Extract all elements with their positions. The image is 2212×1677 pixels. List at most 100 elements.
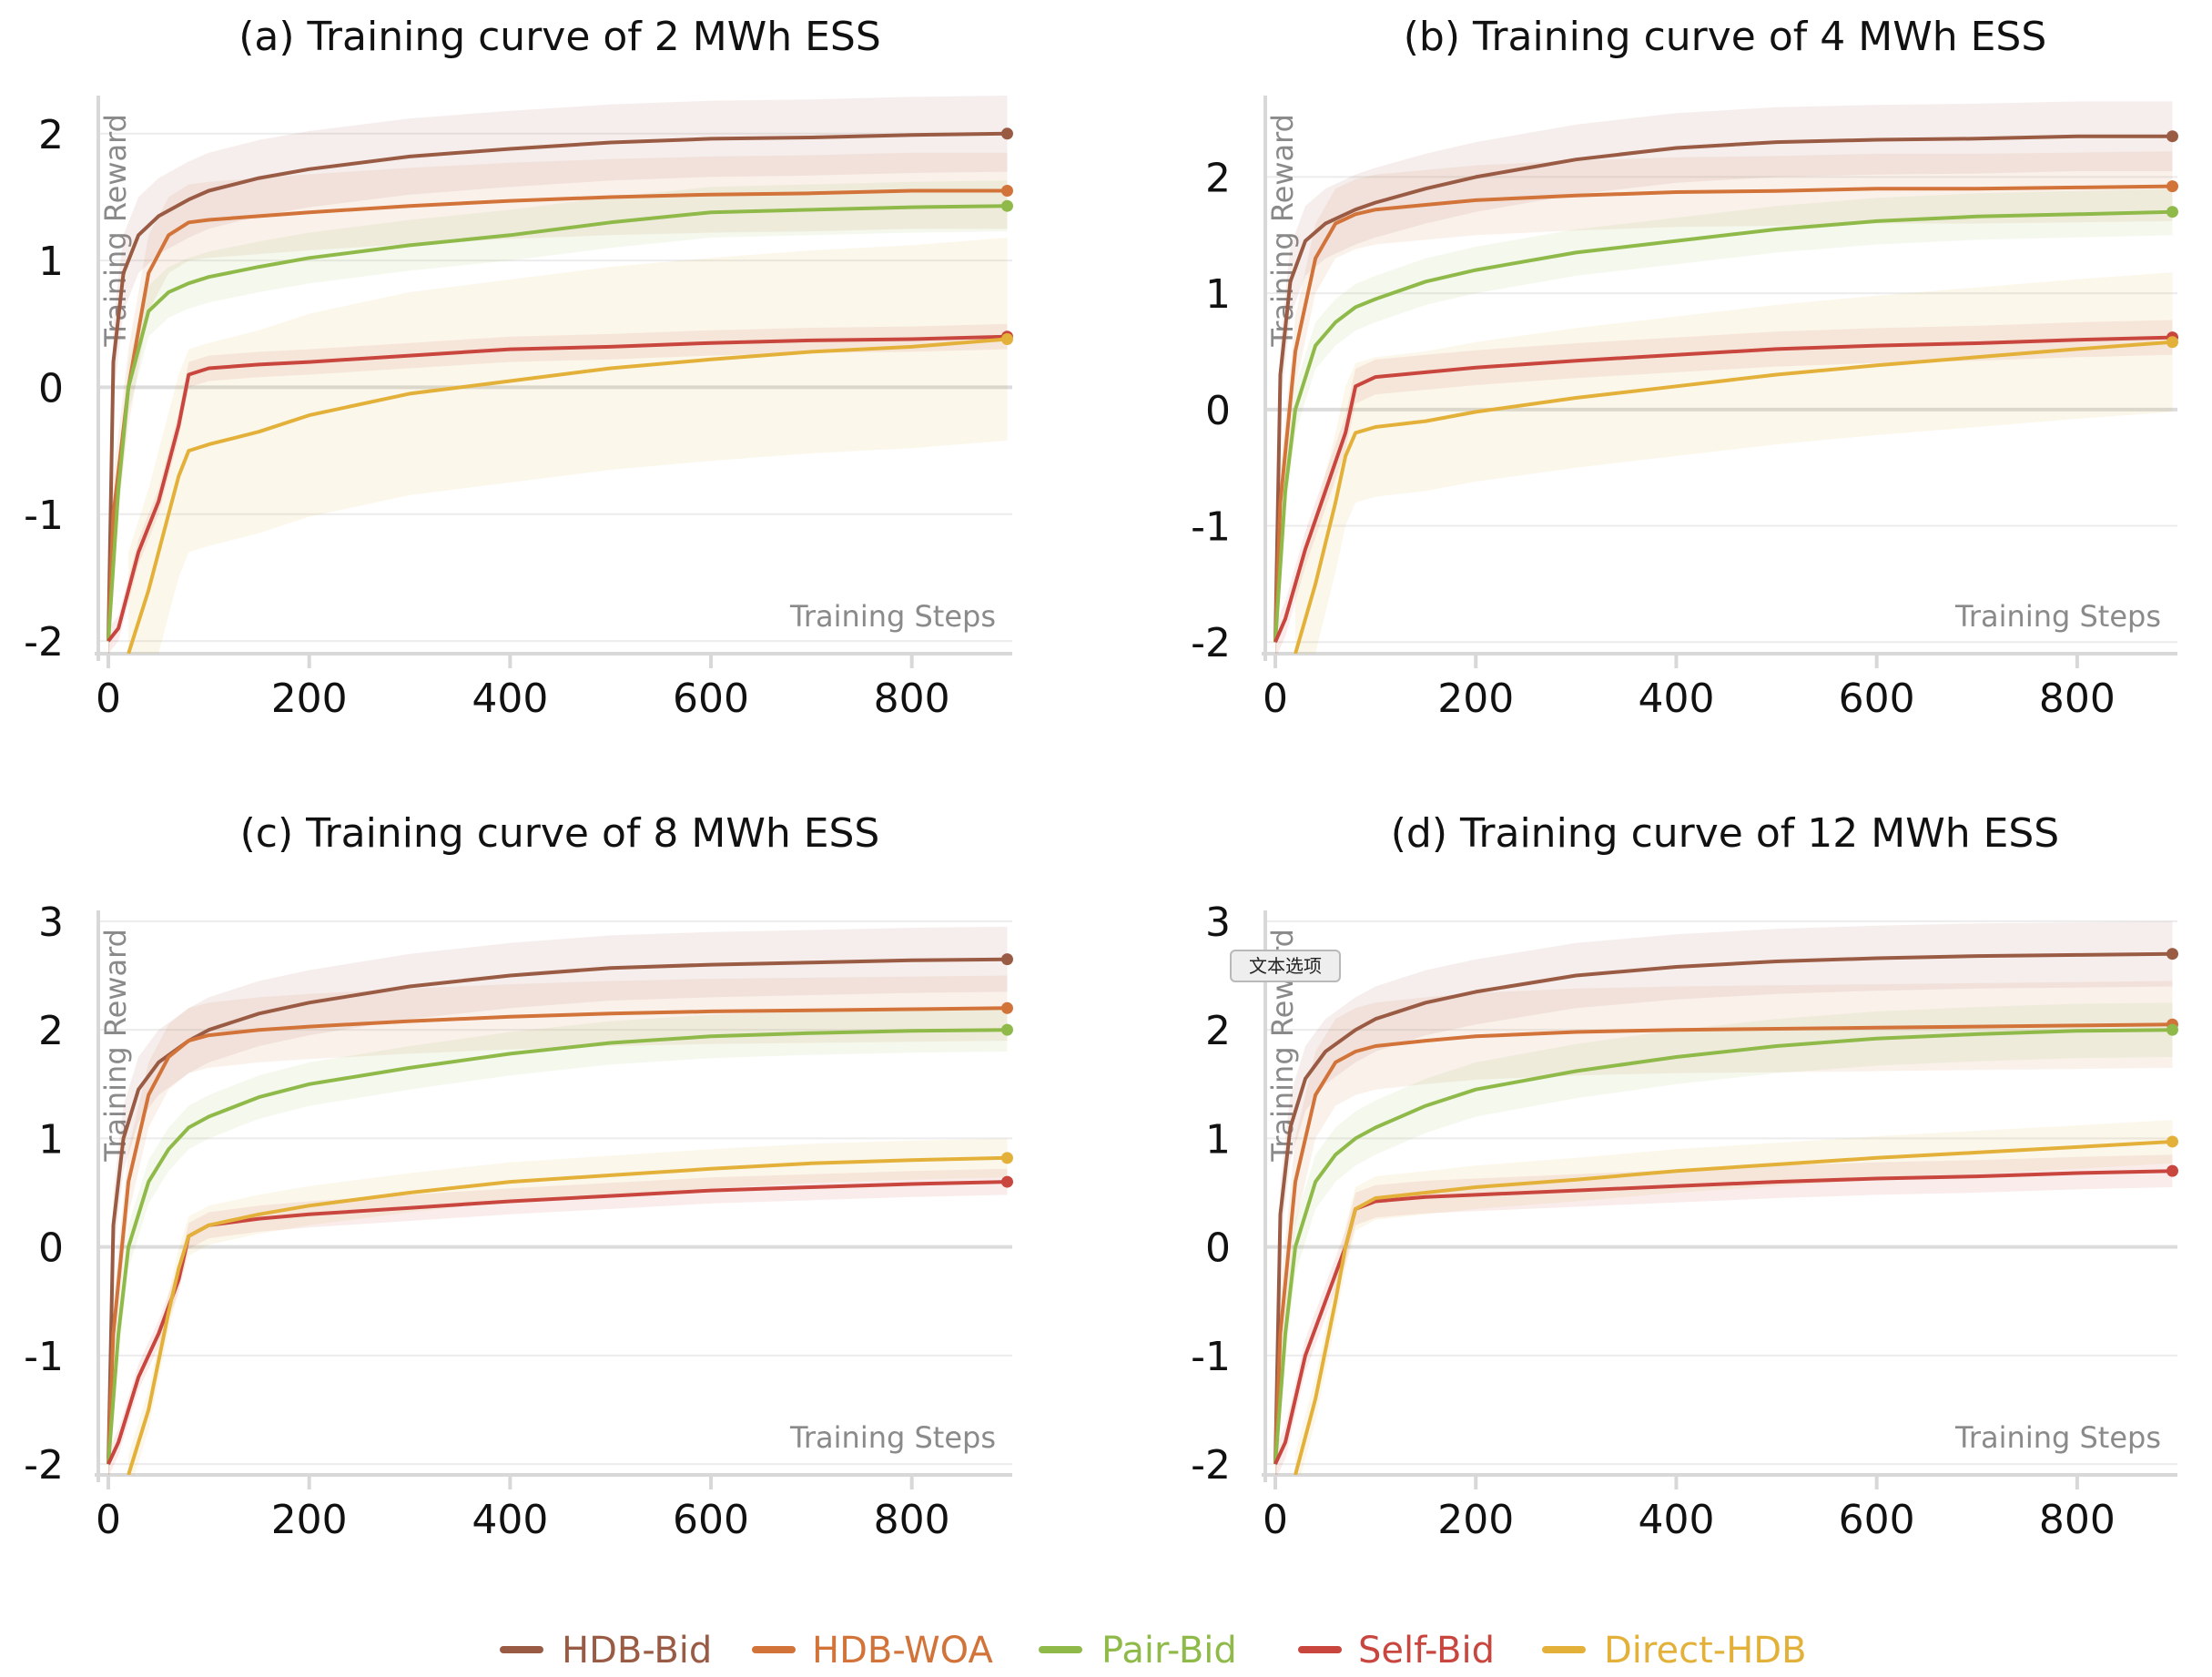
end-marker-hdb-bid	[1000, 953, 1013, 966]
y-tick-label: 2	[38, 1008, 64, 1054]
series-line-hdb-bid	[1273, 951, 2173, 1465]
x-tick-label: 200	[271, 676, 348, 722]
y-tick-label: -1	[1191, 1334, 1231, 1380]
series-line-direct-hdb	[127, 337, 1008, 654]
band-pair-bid	[1275, 188, 2173, 654]
x-axis-title: Training Steps	[1954, 1420, 2161, 1455]
panel-title: (b) Training curve of 4 MWh ESS	[1404, 14, 2047, 60]
legend: HDB-Bid HDB-WOA Pair-Bid Self-Bid Direct…	[500, 1630, 1807, 1672]
series-line-hdb-woa	[1273, 184, 2173, 643]
series-line-self-bid	[1273, 335, 2173, 643]
y-tick-label: 3	[1205, 899, 1231, 946]
panel-a-2mwh: (a) Training curve of 2 MWh ESS -2 -1 0 1 2 0 2…	[24, 14, 1013, 722]
series-line-hdb-bid	[107, 957, 1008, 1465]
y-tick-label: -2	[24, 619, 64, 666]
legend-item-hdb-woa[interactable]: HDB-WOA	[752, 1630, 993, 1672]
x-tick-label: 200	[271, 1497, 348, 1543]
legend-item-pair-bid[interactable]: Pair-Bid	[1039, 1630, 1237, 1672]
end-marker-hdb-woa	[1000, 1001, 1013, 1014]
y-tick-label: 0	[1205, 388, 1231, 434]
x-tick-label: 0	[96, 676, 121, 722]
x-tick-label: 800	[2039, 1497, 2116, 1543]
x-tick-label: 600	[673, 676, 749, 722]
series-line-pair-bid	[1273, 1028, 2173, 1465]
series-line-hdb-bid	[1273, 134, 2173, 643]
legend-item-hdb-bid[interactable]: HDB-Bid	[500, 1630, 712, 1672]
x-tick-label: 400	[472, 1497, 548, 1543]
x-tick-label: 200	[1437, 1497, 1514, 1543]
band-direct-hdb	[1295, 272, 2173, 654]
y-tick-label: -1	[1191, 504, 1231, 551]
legend-item-self-bid[interactable]: Self-Bid	[1298, 1630, 1495, 1672]
end-marker-self-bid	[2166, 1164, 2178, 1177]
y-tick-label: 1	[1205, 271, 1231, 318]
series-line-hdb-woa	[1273, 1022, 2173, 1465]
y-tick-label: -1	[24, 493, 64, 539]
x-tick-label: 800	[874, 1497, 950, 1543]
band-direct-hdb	[1295, 1120, 2173, 1475]
series-line-direct-hdb	[1294, 1140, 2173, 1475]
series-line-self-bid	[107, 334, 1008, 643]
tooltip-text: 文本选项	[1249, 955, 1322, 977]
x-tick-label: 400	[472, 676, 548, 722]
panel-title: (c) Training curve of 8 MWh ESS	[240, 810, 880, 857]
x-tick-label: 600	[1839, 1497, 1915, 1543]
end-marker-self-bid	[1000, 1175, 1013, 1188]
tooltip-box: 文本选项	[1230, 950, 1341, 982]
x-tick-label: 0	[1263, 676, 1288, 722]
x-tick-label: 200	[1437, 676, 1514, 722]
x-tick-label: 400	[1638, 676, 1714, 722]
legend-label: Pair-Bid	[1101, 1630, 1237, 1672]
end-marker-pair-bid	[1000, 199, 1013, 212]
end-marker-pair-bid	[1000, 1023, 1013, 1036]
band-pair-bid	[108, 180, 1008, 654]
end-marker-hdb-bid	[2166, 948, 2178, 960]
y-axis-title: Training Reward	[98, 114, 133, 348]
plot-area	[1273, 920, 2173, 1475]
band-direct-hdb	[128, 1138, 1008, 1475]
x-axis-title: Training Steps	[1954, 599, 2161, 634]
y-tick-label: 0	[1205, 1225, 1231, 1272]
y-tick-label: -2	[24, 1442, 64, 1489]
legend-item-direct-hdb[interactable]: Direct-HDB	[1542, 1630, 1807, 1672]
band-hdb-woa	[1275, 151, 2173, 654]
y-tick-label: 1	[38, 239, 64, 285]
band-hdb-bid	[108, 96, 1008, 654]
panel-b-4mwh: (b) Training curve of 4 MWh ESS -2 -1 0 1 2 0 2…	[1191, 14, 2178, 722]
series-line-hdb-bid	[107, 131, 1008, 642]
y-tick-label: 2	[38, 112, 64, 158]
series-line-self-bid	[1273, 1169, 2173, 1465]
series-line-self-bid	[107, 1180, 1008, 1465]
band-hdb-woa	[108, 152, 1008, 654]
y-tick-label: 3	[38, 899, 64, 946]
legend-label: HDB-WOA	[812, 1630, 993, 1672]
y-tick-label: -2	[1191, 1442, 1231, 1489]
series-line-direct-hdb	[1294, 340, 2173, 654]
plot-area	[107, 96, 1008, 654]
x-tick-label: 600	[1839, 676, 1915, 722]
panel-c-8mwh: (c) Training curve of 8 MWh ESS -2 -1 0 1 2 3 0…	[24, 810, 1013, 1543]
series-line-pair-bid	[107, 1028, 1008, 1465]
series-line-hdb-woa	[107, 1006, 1008, 1465]
y-tick-label: -1	[24, 1334, 64, 1380]
panel-d-12mwh: (d) Training curve of 12 MWh ESS -2 -1 0 1 2 3…	[1191, 810, 2178, 1543]
band-self-bid	[1275, 1154, 2173, 1475]
end-marker-hdb-woa	[2166, 180, 2178, 193]
band-hdb-bid	[108, 926, 1008, 1475]
end-marker-hdb-woa	[1000, 184, 1013, 197]
x-tick-label: 400	[1638, 1497, 1714, 1543]
panel-title: (d) Training curve of 12 MWh ESS	[1391, 810, 2060, 857]
y-tick-label: 0	[38, 1225, 64, 1272]
series-line-hdb-woa	[107, 188, 1008, 642]
end-marker-pair-bid	[2166, 206, 2178, 219]
band-hdb-bid	[1275, 101, 2173, 654]
band-hdb-woa	[108, 975, 1008, 1475]
end-marker-direct-hdb	[2166, 336, 2178, 349]
legend-label: Direct-HDB	[1604, 1630, 1807, 1672]
y-axis-title: Training Reward	[1265, 114, 1300, 348]
band-pair-bid	[1275, 1002, 2173, 1475]
legend-label: Self-Bid	[1358, 1630, 1495, 1672]
end-marker-direct-hdb	[1000, 1152, 1013, 1164]
y-tick-label: 1	[38, 1116, 64, 1163]
